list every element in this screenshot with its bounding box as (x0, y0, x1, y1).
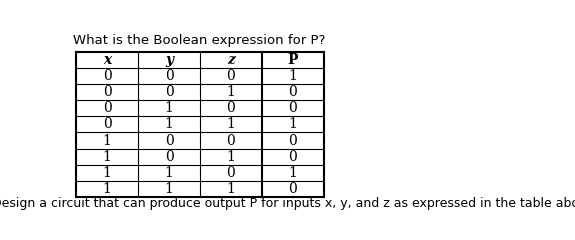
Text: 1: 1 (103, 166, 112, 180)
Text: 0: 0 (164, 69, 174, 83)
Text: 0: 0 (289, 133, 297, 148)
Text: 1: 1 (164, 166, 174, 180)
Text: 0: 0 (164, 133, 174, 148)
Text: 1: 1 (164, 101, 174, 115)
Text: 0: 0 (289, 101, 297, 115)
Text: 0: 0 (164, 85, 174, 99)
Text: z: z (227, 53, 235, 67)
Text: 0: 0 (227, 133, 235, 148)
Text: 0: 0 (103, 69, 112, 83)
Text: 0: 0 (227, 101, 235, 115)
Text: 0: 0 (103, 85, 112, 99)
Text: 1: 1 (288, 166, 297, 180)
Text: 0: 0 (164, 150, 174, 164)
Text: 0: 0 (103, 117, 112, 132)
Text: 1: 1 (227, 182, 235, 196)
Text: 1: 1 (288, 69, 297, 83)
Text: 1: 1 (164, 182, 174, 196)
Text: Design a circuit that can produce output P for inputs x, y, and z as expressed i: Design a circuit that can produce output… (0, 197, 575, 210)
Text: What is the Boolean expression for P?: What is the Boolean expression for P? (72, 34, 325, 47)
Text: 1: 1 (103, 150, 112, 164)
Text: 0: 0 (289, 85, 297, 99)
Text: 1: 1 (227, 85, 235, 99)
Text: P: P (288, 53, 298, 67)
Text: 0: 0 (289, 182, 297, 196)
Text: x: x (103, 53, 112, 67)
Text: 1: 1 (227, 117, 235, 132)
Text: 1: 1 (288, 117, 297, 132)
Text: 1: 1 (103, 133, 112, 148)
Text: 0: 0 (227, 166, 235, 180)
Text: 0: 0 (289, 150, 297, 164)
Text: 0: 0 (227, 69, 235, 83)
Text: 1: 1 (164, 117, 174, 132)
Text: 1: 1 (227, 150, 235, 164)
Text: 1: 1 (103, 182, 112, 196)
Text: y: y (165, 53, 173, 67)
Text: 0: 0 (103, 101, 112, 115)
